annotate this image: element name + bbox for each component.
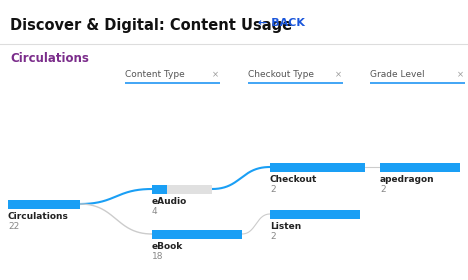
Text: 2: 2 [270,232,276,241]
Bar [152,185,212,194]
Text: 2: 2 [270,185,276,194]
Text: Checkout Type: Checkout Type [248,70,314,79]
Bar [152,230,242,239]
Text: ×: × [335,70,342,79]
Text: Grade Level: Grade Level [370,70,424,79]
Bar [270,210,360,219]
Text: 22: 22 [8,222,19,231]
Text: 18: 18 [152,252,163,261]
Bar [270,163,365,172]
Bar [8,200,80,209]
Text: eBook: eBook [152,242,183,251]
Text: ×: × [212,70,219,79]
Text: 4: 4 [152,207,158,216]
Text: Circulations: Circulations [8,212,69,221]
Text: Circulations: Circulations [10,52,89,65]
Text: ×: × [457,70,464,79]
Bar [152,185,167,194]
Text: 2: 2 [380,185,386,194]
Text: ← BACK: ← BACK [258,18,305,28]
Text: Discover & Digital: Content Usage: Discover & Digital: Content Usage [10,18,292,33]
Bar [380,163,460,172]
Text: Checkout: Checkout [270,175,317,184]
Text: eAudio: eAudio [152,197,187,206]
Text: Content Type: Content Type [125,70,185,79]
Text: Listen: Listen [270,222,301,231]
Text: apedragon: apedragon [380,175,435,184]
